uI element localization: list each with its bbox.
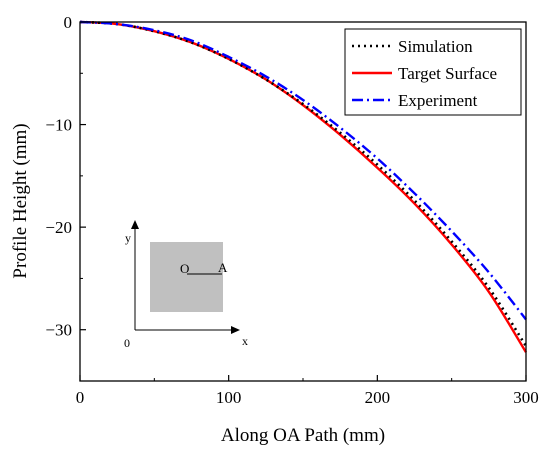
inset-sample-region	[150, 242, 223, 312]
inset-origin-label: 0	[124, 336, 130, 350]
y-tick-label: −30	[45, 321, 72, 340]
ticks-layer: 0 100 200 300 0 −10 −20 −30	[45, 13, 538, 407]
inset-point-o-label: O	[180, 261, 189, 276]
legend-label-experiment: Experiment	[398, 91, 478, 110]
series-line-target-surface	[79, 20, 528, 353]
x-tick-label: 0	[76, 388, 85, 407]
x-axis-title: Along OA Path (mm)	[221, 425, 385, 446]
x-tick-label: 200	[365, 388, 391, 407]
y-tick-label: −10	[45, 116, 72, 135]
y-axis-title: Profile Height (mm)	[10, 123, 31, 278]
series-layer	[79, 20, 528, 353]
legend: Simulation Target Surface Experiment	[344, 28, 522, 116]
series-line-experiment	[79, 20, 527, 321]
y-tick-label: 0	[64, 13, 73, 32]
inset-x-arrow-icon	[231, 326, 240, 334]
x-tick-label: 300	[513, 388, 539, 407]
legend-label-target-surface: Target Surface	[398, 64, 497, 83]
inset-point-a-label: A	[218, 260, 228, 275]
inset-y-label: y	[125, 231, 131, 245]
x-tick-label: 100	[216, 388, 242, 407]
y-tick-label: −20	[45, 218, 72, 237]
series-line-simulation	[79, 20, 528, 347]
legend-label-simulation: Simulation	[398, 37, 473, 56]
inset-diagram: y x 0 O A	[124, 220, 248, 350]
inset-x-label: x	[242, 334, 248, 348]
inset-y-arrow-icon	[131, 220, 139, 229]
